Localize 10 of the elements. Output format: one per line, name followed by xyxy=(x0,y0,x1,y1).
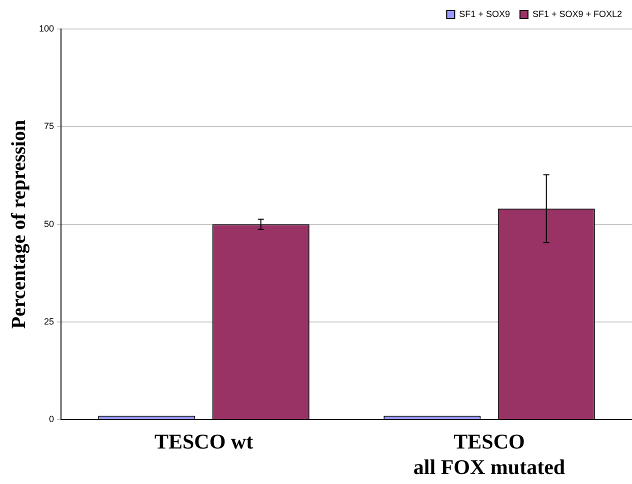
y-tick-label: 50 xyxy=(44,218,54,229)
legend-label: SF1 + SOX9 xyxy=(459,8,510,19)
y-axis-title: Percentage of repression xyxy=(8,120,30,329)
y-tick-label: 0 xyxy=(49,414,54,424)
x-tick-label: TESCO wt xyxy=(154,430,254,454)
legend-label: SF1 + SOX9 + FOXL2 xyxy=(532,8,622,19)
y-tick-label: 100 xyxy=(38,23,54,34)
x-tick-label: TESCO all FOX mutated xyxy=(413,430,566,479)
y-tick-label: 25 xyxy=(44,316,54,326)
y-tick-label: 75 xyxy=(44,121,54,132)
